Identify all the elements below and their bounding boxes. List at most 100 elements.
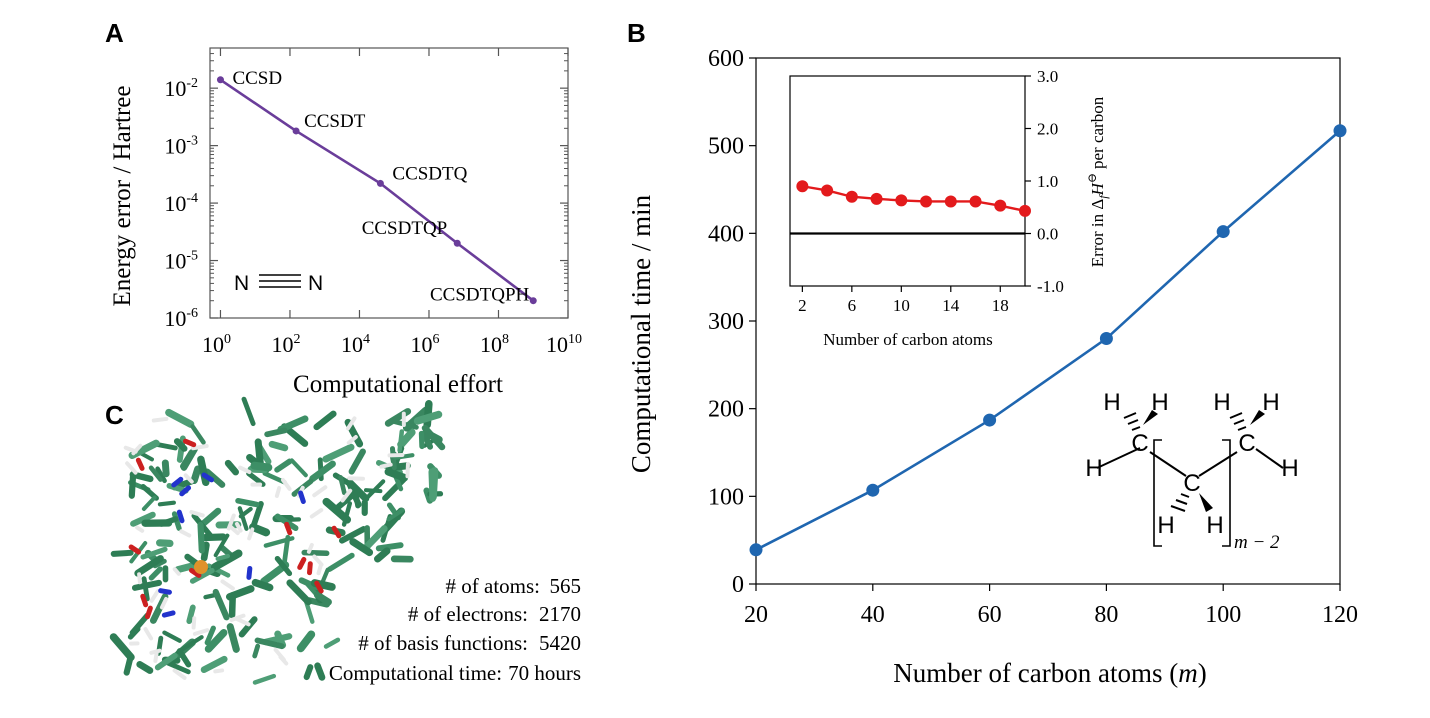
panel-b-inset: -1.0 0.0 1.0 2.0 3.0 2 6 10 14 18 Number of carb… xyxy=(789,67,1110,349)
bond-stick xyxy=(320,567,330,586)
hydrogen-stick xyxy=(340,488,353,503)
bond-stick xyxy=(200,541,210,562)
panel-a-xlabel: Computational effort xyxy=(293,371,503,398)
heteroatom-stick xyxy=(201,472,215,483)
bond-stick xyxy=(215,553,231,561)
y-tick-label: 200 xyxy=(708,397,744,423)
atom-h: H xyxy=(1206,512,1223,539)
data-point xyxy=(292,127,300,135)
x-tick-label: 100 xyxy=(202,332,231,357)
heteroatom-stick xyxy=(176,509,185,524)
heteroatom-stick xyxy=(171,476,184,488)
heteroatom-stick xyxy=(188,567,202,578)
right-bracket xyxy=(1222,439,1231,547)
y-tick-label: 10-3 xyxy=(164,134,198,159)
bond-stick xyxy=(131,579,163,591)
hashed-bond xyxy=(1123,412,1141,431)
stat-value: 565 xyxy=(550,574,582,598)
data-point xyxy=(870,192,883,205)
x-tick-label: 106 xyxy=(410,332,439,357)
bond-stick xyxy=(109,633,135,662)
panel-b-chart: 0 100 200 300 400 500 600 20 40 60 80 100 120 Numbe… xyxy=(626,46,1358,688)
heteroatom-stick xyxy=(246,565,253,580)
y-tick-label: 10-6 xyxy=(164,306,198,331)
bond-stick xyxy=(213,533,230,558)
bond-stick xyxy=(148,465,163,482)
x-tick-label: 100 xyxy=(1205,602,1241,628)
y-tick-label: 1.0 xyxy=(1037,172,1058,191)
heteroatom-stick xyxy=(307,561,313,576)
bond-stick xyxy=(204,625,216,646)
hashed-bond xyxy=(1229,412,1247,431)
y-tick-label: 500 xyxy=(708,134,744,160)
bond-stick xyxy=(141,576,150,602)
hydrogen-stick xyxy=(247,527,255,541)
bond-stick xyxy=(413,410,443,425)
data-point xyxy=(1216,225,1230,239)
repeat-subscript: m − 2 xyxy=(1234,532,1280,553)
hydrogen-stick xyxy=(229,613,246,622)
bond-stick xyxy=(200,655,228,674)
bond-stick xyxy=(250,461,273,472)
bond-stick xyxy=(335,488,360,510)
panel-a-frame xyxy=(209,47,569,319)
bond-stick xyxy=(254,637,285,650)
atom-h: H xyxy=(1213,389,1230,416)
data-point xyxy=(895,194,908,207)
stat-value: 5420 xyxy=(539,631,581,655)
data-point xyxy=(1099,332,1113,346)
bond-stick xyxy=(326,552,355,572)
bond-stick xyxy=(338,526,367,544)
bond-stick xyxy=(174,561,198,574)
bond-stick xyxy=(313,591,332,606)
bond-stick xyxy=(140,546,168,560)
hydrogen-stick xyxy=(192,628,210,636)
bond-stick xyxy=(190,424,206,445)
hydrogen-stick xyxy=(346,435,358,445)
bond-stick xyxy=(250,500,264,531)
series-line xyxy=(755,129,1341,551)
hydrogen-stick xyxy=(274,486,282,498)
y-tick-label: 3.0 xyxy=(1037,67,1058,86)
bond-stick xyxy=(156,539,174,548)
hydrogen-stick xyxy=(306,542,314,554)
x-tick-label: 108 xyxy=(480,332,509,357)
y-tick-label: -1.0 xyxy=(1037,277,1064,296)
wedge-bond xyxy=(1250,410,1265,425)
bond-stick xyxy=(204,468,226,488)
bond-stick xyxy=(134,555,164,577)
bond-stick xyxy=(157,500,176,507)
x-tick-label: 104 xyxy=(341,332,370,357)
series-line xyxy=(802,185,1026,213)
hydrogen-stick xyxy=(172,668,187,680)
y-tick-label: 300 xyxy=(708,309,744,335)
data-point xyxy=(749,543,763,557)
atom-h: H xyxy=(1151,389,1168,416)
atom-h: H xyxy=(1085,455,1102,482)
data-point xyxy=(216,76,224,84)
hydrogen-stick xyxy=(189,509,205,518)
bond-stick xyxy=(264,427,288,438)
bond-stick xyxy=(226,623,240,653)
bond-stick xyxy=(130,511,156,527)
bond-stick xyxy=(190,465,202,484)
heteroatom-stick xyxy=(140,593,149,608)
atom-h: H xyxy=(1157,512,1174,539)
x-tick-label: 80 xyxy=(1094,602,1118,628)
bond-stick xyxy=(277,415,309,433)
bond-stick xyxy=(204,629,228,653)
bond-stick xyxy=(313,410,337,431)
wedge-bond xyxy=(1143,410,1158,425)
x-tick-label: 120 xyxy=(1322,602,1358,628)
bond-stick xyxy=(225,585,255,601)
y-tick-label: 10-5 xyxy=(164,249,198,274)
hydrogen-stick xyxy=(149,589,160,603)
bond-stick xyxy=(262,471,287,485)
bond-stick xyxy=(238,616,258,638)
hydrogen-stick xyxy=(278,655,289,666)
hydrogen-stick xyxy=(281,478,292,491)
data-point xyxy=(983,413,997,427)
bond-stick xyxy=(128,472,137,499)
bond-stick xyxy=(397,428,416,449)
